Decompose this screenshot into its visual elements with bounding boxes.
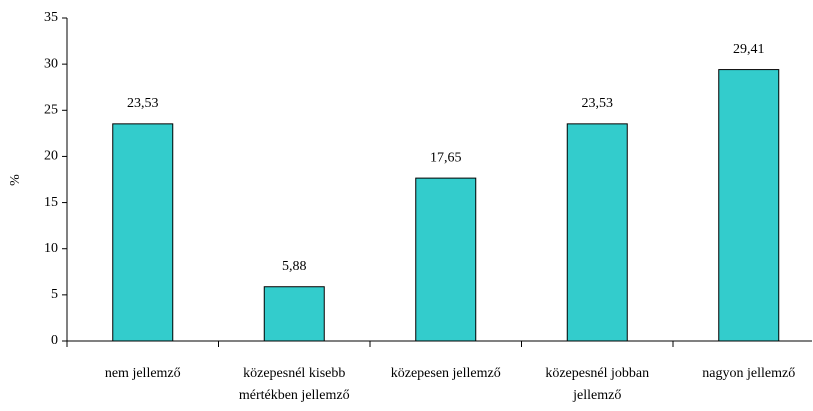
y-tick-label: 30 xyxy=(44,56,58,71)
data-label: 23,53 xyxy=(582,96,614,111)
data-label: 29,41 xyxy=(733,42,765,57)
bar xyxy=(415,177,477,342)
y-tick-label: 20 xyxy=(44,149,58,164)
y-tick-label: 0 xyxy=(51,333,58,348)
y-axis-label: % xyxy=(8,174,23,186)
x-tick-label: közepesnél kisebb mértékben jellemző xyxy=(238,366,350,403)
bar xyxy=(718,69,780,342)
y-tick-label: 35 xyxy=(44,10,58,25)
bar xyxy=(263,286,325,342)
data-label: 5,88 xyxy=(282,259,307,274)
y-tick-label: 15 xyxy=(44,195,58,210)
x-tick-label: közepesnél jobban jellemző xyxy=(545,366,650,403)
data-label: 23,53 xyxy=(127,96,159,111)
y-tick-label: 5 xyxy=(51,287,58,302)
bar xyxy=(112,123,174,342)
data-label: 17,65 xyxy=(430,150,462,165)
y-tick-label: 25 xyxy=(44,103,58,118)
x-tick-label: nem jellemző xyxy=(104,366,181,381)
x-tick-label: nagyon jellemző xyxy=(702,366,796,381)
x-tick-label: közepesen jellemző xyxy=(390,366,501,381)
y-tick-label: 10 xyxy=(44,241,58,256)
bar xyxy=(566,123,628,342)
